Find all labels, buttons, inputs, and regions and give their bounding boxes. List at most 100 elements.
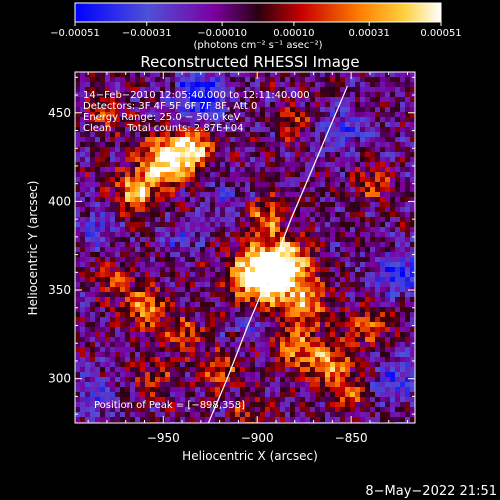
heatmap-cell	[410, 322, 416, 328]
heatmap-cell	[260, 87, 266, 93]
heatmap-cell	[345, 417, 351, 423]
heatmap-cell	[270, 182, 276, 188]
heatmap-cell	[350, 197, 356, 203]
heatmap-cell	[105, 77, 111, 83]
heatmap-cell	[400, 177, 406, 183]
heatmap-cell	[85, 77, 91, 83]
heatmap-cell	[220, 92, 226, 98]
heatmap-cell	[400, 132, 406, 138]
heatmap-cell	[315, 187, 321, 193]
heatmap-cell	[90, 87, 96, 93]
heatmap-cell	[185, 277, 191, 283]
heatmap-cell	[275, 182, 281, 188]
heatmap-cell	[345, 232, 351, 238]
heatmap-cell	[360, 147, 366, 153]
heatmap-cell	[225, 292, 231, 298]
heatmap-cell	[300, 132, 306, 138]
heatmap-cell	[165, 272, 171, 278]
heatmap-cell	[395, 242, 401, 248]
heatmap-cell	[340, 72, 346, 78]
heatmap-cell	[150, 352, 156, 358]
heatmap-cell	[305, 417, 311, 423]
heatmap-cell	[140, 207, 146, 213]
heatmap-cell	[260, 202, 266, 208]
heatmap-cell	[255, 142, 261, 148]
heatmap-cell	[385, 187, 391, 193]
heatmap-cell	[80, 82, 86, 88]
heatmap-cell	[145, 242, 151, 248]
heatmap-cell	[205, 357, 211, 363]
heatmap-cell	[385, 107, 391, 113]
heatmap-cell	[220, 187, 226, 193]
heatmap-cell	[145, 107, 151, 113]
heatmap-cell	[360, 132, 366, 138]
heatmap-cell	[290, 372, 296, 378]
heatmap-cell	[145, 372, 151, 378]
heatmap-cell	[270, 337, 276, 343]
heatmap-cell	[220, 362, 226, 368]
heatmap-cell	[75, 212, 81, 218]
heatmap-cell	[370, 122, 376, 128]
heatmap-cell	[200, 302, 206, 308]
heatmap-cell	[275, 247, 281, 253]
heatmap-cell	[395, 107, 401, 113]
heatmap-cell	[390, 232, 396, 238]
heatmap-cell	[235, 352, 241, 358]
heatmap-cell	[220, 407, 226, 413]
heatmap-cell	[245, 167, 251, 173]
heatmap-cell	[240, 292, 246, 298]
heatmap-cell	[170, 362, 176, 368]
heatmap-cell	[360, 342, 366, 348]
heatmap-cell	[365, 137, 371, 143]
heatmap-cell	[125, 282, 131, 288]
heatmap-cell	[395, 177, 401, 183]
heatmap-cell	[110, 292, 116, 298]
heatmap-cell	[190, 112, 196, 118]
heatmap-cell	[165, 297, 171, 303]
heatmap-cell	[155, 217, 161, 223]
heatmap-cell	[400, 182, 406, 188]
heatmap-cell	[310, 347, 316, 353]
heatmap-cell	[75, 177, 81, 183]
heatmap-cell	[375, 407, 381, 413]
heatmap-cell	[110, 247, 116, 253]
heatmap-cell	[325, 177, 331, 183]
heatmap-cell	[260, 97, 266, 103]
heatmap-cell	[205, 247, 211, 253]
heatmap-cell	[120, 322, 126, 328]
heatmap-cell	[210, 352, 216, 358]
heatmap-cell	[285, 282, 291, 288]
heatmap-cell	[220, 282, 226, 288]
heatmap-cell	[115, 197, 121, 203]
heatmap-cell	[220, 257, 226, 263]
heatmap-cell	[385, 172, 391, 178]
heatmap-cell	[230, 132, 236, 138]
heatmap-cell	[385, 327, 391, 333]
heatmap-cell	[155, 172, 161, 178]
heatmap-cell	[155, 137, 161, 143]
heatmap-cell	[375, 262, 381, 268]
heatmap-cell	[240, 182, 246, 188]
heatmap-cell	[325, 337, 331, 343]
heatmap-cell	[395, 327, 401, 333]
heatmap-cell	[130, 357, 136, 363]
heatmap-cell	[185, 92, 191, 98]
heatmap-cell	[410, 152, 416, 158]
heatmap-cell	[345, 217, 351, 223]
heatmap-cell	[385, 142, 391, 148]
heatmap-cell	[145, 277, 151, 283]
heatmap-cell	[305, 157, 311, 163]
heatmap-cell	[155, 102, 161, 108]
heatmap-cell	[145, 297, 151, 303]
heatmap-cell	[145, 227, 151, 233]
heatmap-cell	[90, 132, 96, 138]
heatmap-cell	[350, 202, 356, 208]
heatmap-cell	[270, 387, 276, 393]
heatmap-cell	[345, 322, 351, 328]
heatmap-cell	[330, 97, 336, 103]
heatmap-cell	[385, 317, 391, 323]
heatmap-cell	[295, 77, 301, 83]
heatmap-cell	[75, 387, 81, 393]
heatmap-cell	[90, 347, 96, 353]
heatmap-cell	[360, 217, 366, 223]
